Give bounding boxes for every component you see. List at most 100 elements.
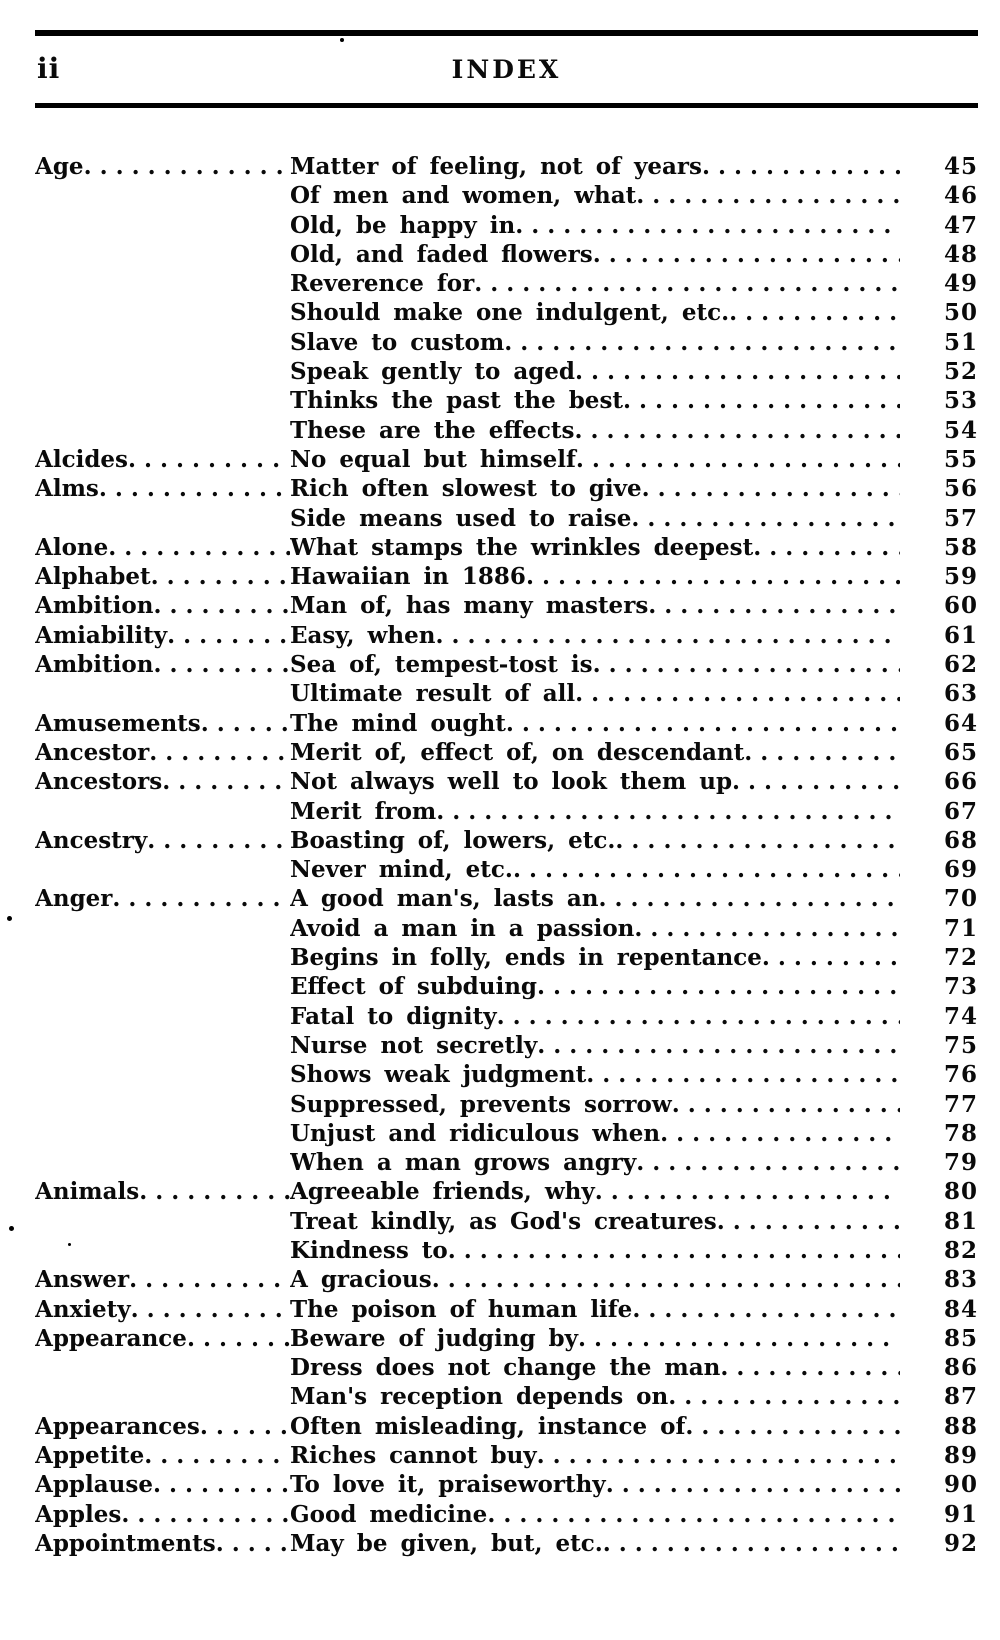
index-term — [35, 1207, 290, 1236]
index-page-number: 51 — [943, 328, 978, 356]
index-description: Merit of, effect of, on descendant — [290, 738, 900, 767]
index-description: The mind ought — [290, 709, 900, 738]
index-description: Unjust and ridiculous when — [290, 1119, 900, 1148]
index-term: Alcides — [35, 445, 290, 474]
index-description: Agreeable friends, why — [290, 1177, 900, 1206]
index-term: Amiability — [35, 621, 290, 650]
index-description: A gracious — [290, 1265, 900, 1294]
index-description: Matter of feeling, not of years — [290, 152, 900, 181]
index-page-number: 61 — [943, 621, 978, 649]
index-page-number: 72 — [943, 944, 978, 972]
index-description: Nurse not secretly — [290, 1031, 900, 1060]
index-term: Applause — [35, 1470, 290, 1499]
index-row: These are the effects 54 — [35, 416, 978, 445]
index-row: Merit from 67 — [35, 797, 978, 826]
index-term: Appointments — [35, 1529, 290, 1558]
index-page-number: 91 — [943, 1500, 978, 1528]
index-page-number: 49 — [943, 270, 978, 298]
index-description: Suppressed, prevents sorrow — [290, 1090, 900, 1119]
index-page-number: 46 — [943, 182, 978, 210]
index-term — [35, 240, 290, 269]
index-description: No equal but himself — [290, 445, 900, 474]
index-page-number: 54 — [943, 416, 978, 444]
index-page-number: 60 — [943, 592, 978, 620]
index-row: When a man grows angry 79 — [35, 1148, 978, 1177]
scan-speck — [68, 1243, 71, 1246]
index-row: Effect of subduing 73 — [35, 972, 978, 1001]
index-row: Alone What stamps the wrinkles deepest 5… — [35, 533, 978, 562]
index-page-number: 65 — [943, 738, 978, 766]
index-row: Applause To love it, praiseworthy 90 — [35, 1470, 978, 1499]
index-page-number: 59 — [943, 563, 978, 591]
index-term — [35, 269, 290, 298]
index-term: Ancestor — [35, 738, 290, 767]
index-term — [35, 211, 290, 240]
index-row: Dress does not change the man 86 — [35, 1353, 978, 1382]
index-description: A good man's, lasts an — [290, 884, 900, 913]
scan-speck — [7, 916, 12, 921]
index-term: Appearance — [35, 1324, 290, 1353]
index-description: When a man grows angry — [290, 1148, 900, 1177]
index-row: Anxiety The poison of human life 84 — [35, 1295, 978, 1324]
index-row: Shows weak judgment 76 — [35, 1060, 978, 1089]
index-page-number: 58 — [943, 533, 978, 561]
index-row: Ancestors Not always well to look them u… — [35, 767, 978, 796]
index-description: To love it, praiseworthy — [290, 1470, 900, 1499]
index-description: Thinks the past the best — [290, 386, 900, 415]
header-rule — [35, 103, 978, 108]
index-description: Slave to custom — [290, 328, 900, 357]
index-description: Rich often slowest to give — [290, 474, 900, 503]
index-page-number: 70 — [943, 885, 978, 913]
index-page-number: 67 — [943, 797, 978, 825]
index-term: Answer — [35, 1265, 290, 1294]
index-row: Avoid a man in a passion 71 — [35, 914, 978, 943]
index-description: Often misleading, instance of — [290, 1412, 900, 1441]
index-description: Side means used to raise — [290, 504, 900, 533]
index-term: Ambition — [35, 650, 290, 679]
index-description: Begins in folly, ends in repentance — [290, 943, 900, 972]
index-description: The poison of human life — [290, 1295, 900, 1324]
index-row: Animals Agreeable friends, why 80 — [35, 1177, 978, 1206]
index-term — [35, 386, 290, 415]
index-page-number: 87 — [943, 1383, 978, 1411]
index-term — [35, 679, 290, 708]
index-page-number: 55 — [943, 445, 978, 473]
index-row: Appearance Beware of judging by 85 — [35, 1324, 978, 1353]
index-term: Ancestors — [35, 767, 290, 796]
index-row: Side means used to raise 57 — [35, 504, 978, 533]
index-description: May be given, but, etc. — [290, 1529, 900, 1558]
index-term — [35, 298, 290, 327]
page-title: INDEX — [451, 55, 562, 84]
top-rule — [35, 30, 978, 36]
folio-page-number: ii — [37, 52, 61, 85]
index-page-number: 88 — [943, 1412, 978, 1440]
index-description: Speak gently to aged — [290, 357, 900, 386]
index-row: Answer A gracious 83 — [35, 1265, 978, 1294]
index-term — [35, 1353, 290, 1382]
index-row: Of men and women, what 46 — [35, 181, 978, 210]
index-description: Riches cannot buy — [290, 1441, 900, 1470]
index-term: Ambition — [35, 591, 290, 620]
index-page-number: 75 — [943, 1031, 978, 1059]
index-description: Of men and women, what — [290, 181, 900, 210]
index-row: Age Matter of feeling, not of years 45 — [35, 152, 978, 181]
index-description: Old, and faded flowers — [290, 240, 900, 269]
index-term: Animals — [35, 1177, 290, 1206]
index-term — [35, 855, 290, 884]
index-row: Speak gently to aged 52 — [35, 357, 978, 386]
index-page-number: 77 — [943, 1090, 978, 1118]
index-term — [35, 504, 290, 533]
index-page-number: 92 — [943, 1529, 978, 1557]
index-term: Appearances — [35, 1412, 290, 1441]
index-row: Alms Rich often slowest to give 56 — [35, 474, 978, 503]
index-page-number: 80 — [943, 1178, 978, 1206]
index-term — [35, 1090, 290, 1119]
index-description: What stamps the wrinkles deepest — [290, 533, 900, 562]
index-row: Fatal to dignity 74 — [35, 1002, 978, 1031]
index-term — [35, 416, 290, 445]
index-term — [35, 914, 290, 943]
index-page-number: 48 — [943, 240, 978, 268]
index-description: Should make one indulgent, etc. — [290, 298, 900, 327]
index-page-number: 71 — [943, 914, 978, 942]
index-row: Unjust and ridiculous when 78 — [35, 1119, 978, 1148]
